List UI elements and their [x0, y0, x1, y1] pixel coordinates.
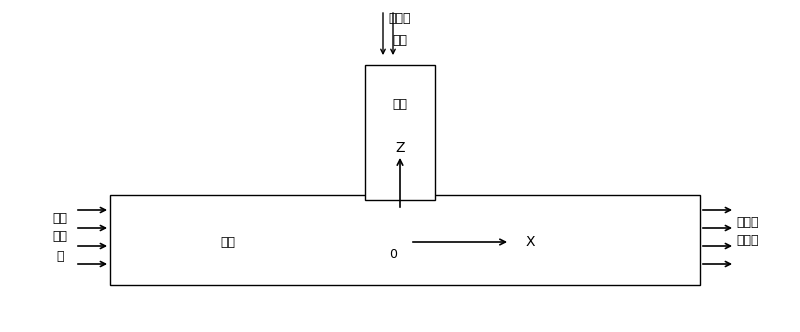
Text: 支管: 支管: [393, 99, 407, 112]
Bar: [110, 195, 700, 285]
Text: 热流: 热流: [53, 211, 67, 224]
Text: Z: Z: [395, 141, 405, 155]
Text: 体入: 体入: [53, 230, 67, 243]
Text: 0: 0: [389, 248, 397, 262]
Text: 主管: 主管: [221, 235, 235, 248]
Text: 混合流: 混合流: [737, 215, 759, 228]
Text: 体出口: 体出口: [737, 234, 759, 247]
Text: X: X: [526, 235, 534, 249]
Bar: [365, 65, 435, 200]
Text: 口: 口: [56, 250, 64, 263]
Text: 冷流体: 冷流体: [389, 12, 411, 25]
Text: 入口: 入口: [393, 34, 407, 46]
